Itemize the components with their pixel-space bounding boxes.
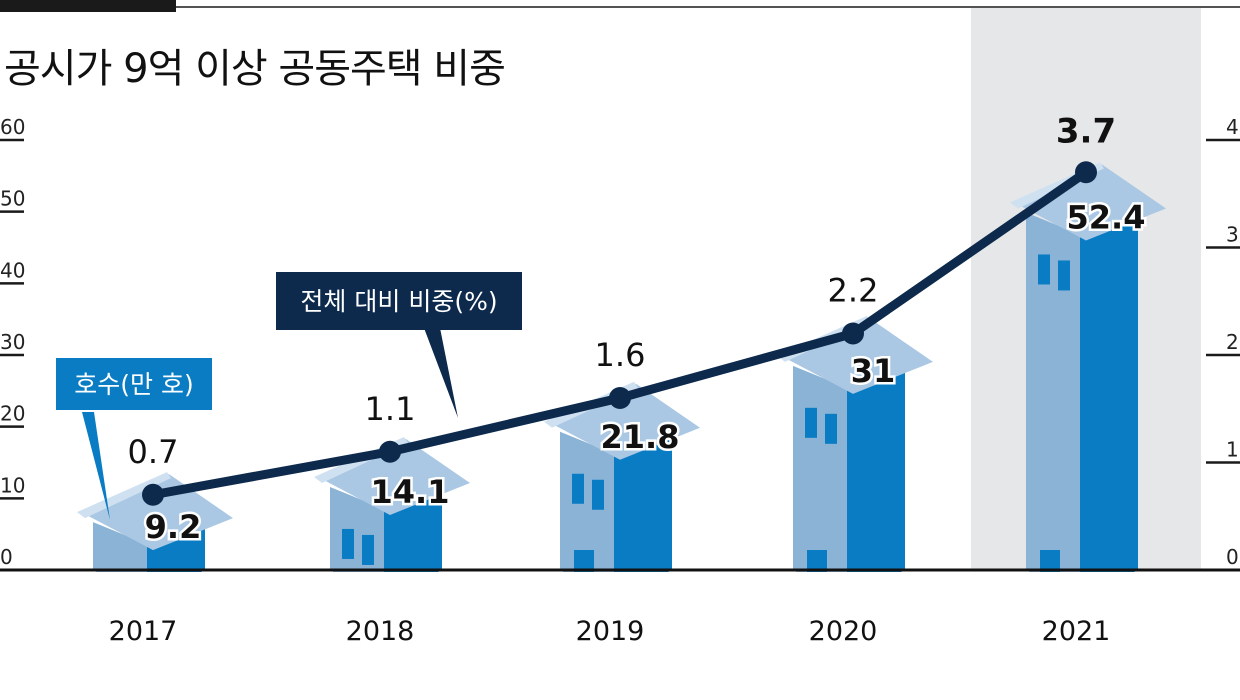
share-points: 0.7 1.1 1.6 2.2 3.7	[128, 111, 1116, 506]
left-tick-label: 60	[0, 115, 25, 139]
share-point-label: 2.2	[828, 272, 879, 310]
right-axis: 0 1 2 3 4	[1206, 115, 1240, 572]
bar-roof	[1014, 164, 1166, 241]
left-tick-label: 20	[0, 402, 25, 426]
left-tick-label: 10	[0, 473, 25, 497]
right-tick-label: 2	[1226, 330, 1239, 354]
bar: 21.8	[544, 381, 700, 600]
right-tick-label: 0	[1226, 545, 1239, 569]
bar: 31	[777, 315, 933, 600]
bar-window	[592, 479, 604, 510]
chart-title: 공시가 9억 이상 공동주택 비중	[4, 46, 506, 92]
left-axis: 0 10 20 30 40 50 60	[0, 115, 25, 572]
bar-roof-edge	[77, 472, 171, 519]
bar-window	[572, 473, 584, 504]
share-point	[1075, 161, 1097, 184]
count-callout: 호수(만 호)	[56, 358, 212, 520]
share-point-label: 0.7	[128, 433, 179, 471]
x-tick-label: 2019	[576, 616, 645, 647]
bar-roof	[81, 474, 233, 551]
count-callout-pointer	[82, 412, 110, 520]
share-point-label: 1.6	[595, 336, 646, 374]
bar-front	[330, 486, 384, 600]
left-tick-label: 50	[0, 187, 25, 211]
bar-front	[1026, 212, 1080, 600]
bar: 14.1	[314, 436, 470, 600]
bar-side	[847, 365, 905, 600]
left-tick-label: 30	[0, 330, 25, 354]
share-point	[609, 387, 631, 409]
bar-window	[825, 413, 837, 444]
bar-value-label: 31	[851, 352, 896, 390]
bar-roof	[548, 383, 700, 460]
count-callout-label: 호수(만 호)	[74, 370, 193, 399]
x-tick-label: 2018	[346, 616, 415, 647]
bar-value-label: 21.8	[601, 418, 680, 456]
share-callout-pointer	[424, 328, 458, 418]
bar-side	[384, 486, 442, 600]
share-callout: 전체 대비 비중(%)	[276, 272, 522, 418]
x-tick-label: 2020	[809, 616, 878, 647]
share-point-label: 1.1	[365, 390, 416, 428]
right-tick-label: 3	[1226, 223, 1239, 247]
header-tab	[0, 0, 176, 12]
bar-value-label: 52.4	[1067, 198, 1146, 236]
baseline-mask	[0, 572, 1240, 700]
bar-window	[1058, 260, 1070, 291]
count-callout-box	[56, 358, 212, 410]
share-point-label: 3.7	[1056, 111, 1116, 151]
share-point	[142, 483, 164, 506]
x-tick-label: 2017	[109, 616, 178, 647]
share-point	[842, 322, 864, 345]
share-point	[379, 440, 401, 463]
share-callout-label: 전체 대비 비중(%)	[300, 287, 497, 316]
right-tick-label: 4	[1226, 115, 1239, 139]
share-callout-box	[276, 272, 522, 330]
x-tick-label: 2021	[1042, 616, 1111, 647]
bar-window	[1038, 254, 1050, 285]
bar-side	[614, 431, 672, 600]
bar-value-label: 14.1	[371, 473, 450, 511]
right-tick-label: 1	[1226, 438, 1239, 462]
bar-roof	[318, 438, 470, 515]
bar-window	[805, 407, 817, 438]
bar-roof	[781, 317, 933, 394]
left-tick-label: 0	[0, 545, 13, 569]
bar-window	[342, 528, 354, 559]
bar-window	[362, 534, 374, 565]
bar-side	[1080, 212, 1138, 600]
x-axis: 2017 2018 2019 2020 2021	[109, 616, 1111, 647]
bar-value-label: 9.2	[145, 508, 202, 546]
left-tick-label: 40	[0, 258, 25, 282]
